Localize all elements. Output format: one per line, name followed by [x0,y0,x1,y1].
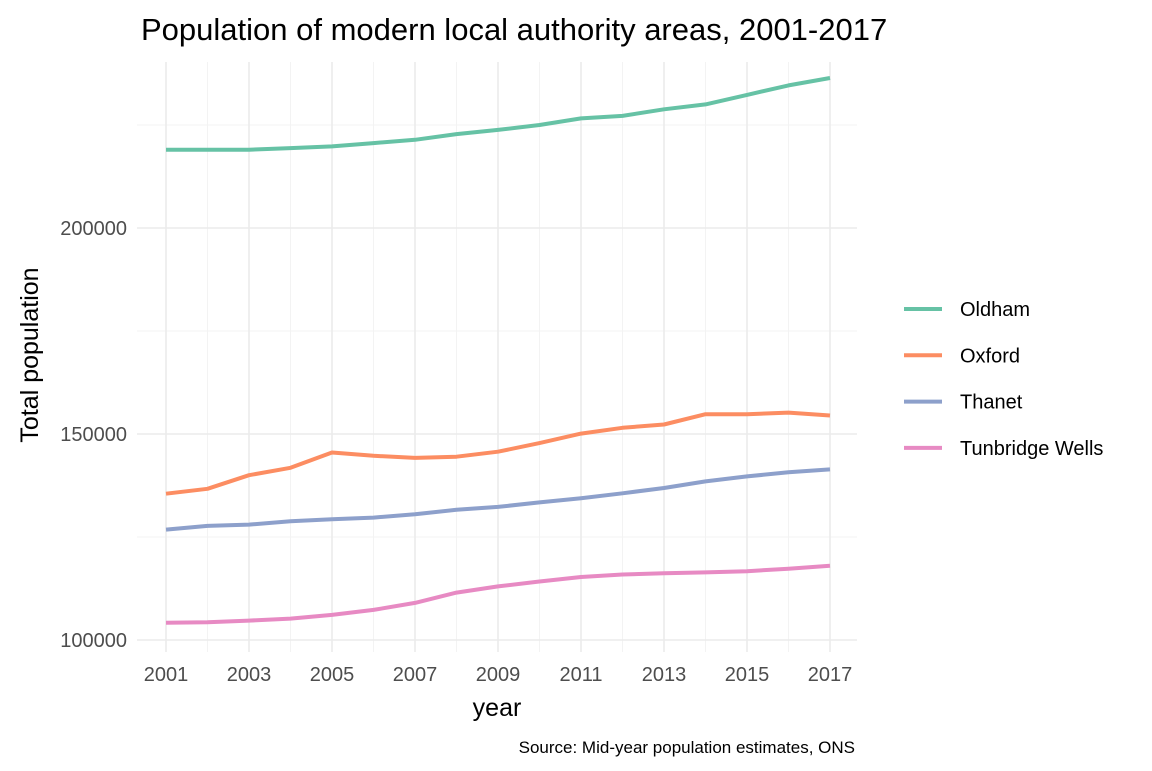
x-tick-label: 2013 [642,664,687,686]
series-line-tunbridge-wells [165,563,831,625]
x-tick-label: 2001 [144,664,189,686]
x-tick-label: 2007 [393,664,438,686]
x-axis-ticks: 2001 2003 2005 2007 2009 2011 2013 2015 2017 [144,664,853,686]
grid [137,62,857,652]
legend-label-oxford: Oxford [960,345,1020,367]
y-tick-label: 150000 [60,424,127,446]
series-line-thanet [165,467,831,532]
series-line-oldham [166,76,831,152]
chart-title: Population of modern local authority are… [141,12,887,47]
legend: Oldham Oxford Thanet Tunbridge Wells [904,299,1103,460]
y-axis-ticks: 100000 150000 200000 [60,218,127,652]
legend-label-tunbridge-wells: Tunbridge Wells [960,438,1103,460]
x-tick-label: 2003 [227,664,272,686]
x-tick-label: 2011 [559,664,602,686]
x-tick-label: 2015 [725,664,770,686]
y-tick-label: 100000 [60,630,127,652]
x-tick-label: 2005 [310,664,355,686]
y-tick-label: 200000 [60,218,127,240]
series-lines [165,76,831,625]
x-tick-label: 2017 [808,664,853,686]
legend-label-oldham: Oldham [960,299,1030,321]
series-line-oxford [165,410,831,496]
x-axis-title: year [473,694,522,722]
x-tick-label: 2009 [476,664,521,686]
y-axis-title: Total population [16,267,44,442]
legend-label-thanet: Thanet [960,392,1023,414]
chart-caption: Source: Mid-year population estimates, O… [519,738,855,757]
